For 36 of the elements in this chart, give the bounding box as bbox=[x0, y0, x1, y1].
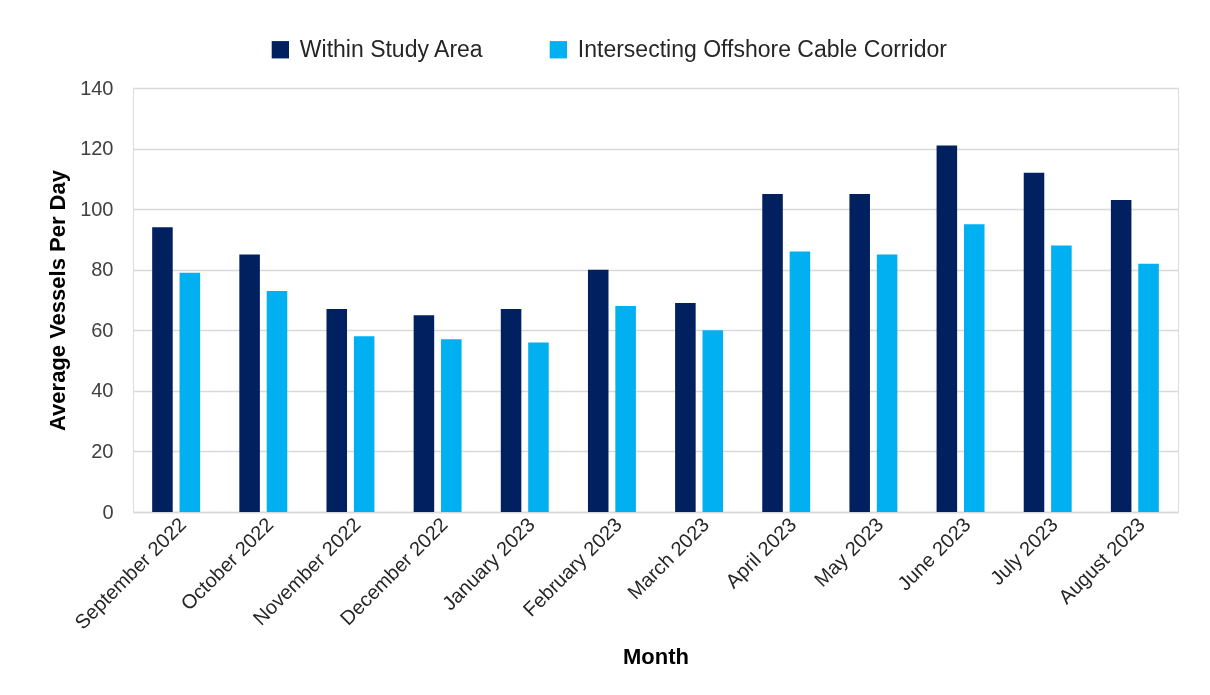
y-tick-label: 120 bbox=[80, 137, 114, 160]
y-tick-label: 20 bbox=[91, 439, 114, 462]
x-axis-title: Month bbox=[623, 644, 689, 670]
bar bbox=[789, 251, 811, 512]
bar bbox=[936, 145, 958, 512]
y-tick-label: 100 bbox=[80, 197, 114, 220]
bar bbox=[413, 315, 435, 512]
bar bbox=[1138, 263, 1159, 512]
bar bbox=[876, 254, 898, 512]
bar bbox=[1051, 245, 1072, 512]
bar bbox=[179, 272, 201, 512]
bar bbox=[326, 309, 348, 512]
bar bbox=[615, 306, 636, 512]
bar bbox=[1023, 172, 1045, 512]
y-tick-label: 140 bbox=[80, 76, 114, 99]
bar bbox=[266, 290, 288, 512]
bar bbox=[152, 227, 173, 512]
bar bbox=[528, 342, 549, 512]
y-tick-label: 40 bbox=[91, 379, 114, 402]
bar bbox=[963, 224, 985, 512]
bar bbox=[239, 254, 260, 512]
bar bbox=[702, 330, 724, 512]
bar bbox=[849, 194, 870, 512]
legend-label: Within Study Area bbox=[299, 35, 483, 62]
y-tick-label: 60 bbox=[91, 318, 114, 341]
bar bbox=[441, 339, 462, 512]
y-tick-label: 80 bbox=[91, 258, 114, 281]
bar bbox=[353, 336, 375, 512]
y-tick-label: 0 bbox=[102, 500, 114, 523]
bar bbox=[675, 303, 696, 512]
bar bbox=[587, 269, 609, 512]
bar bbox=[762, 194, 783, 512]
legend-label: Intersecting Offshore Cable Corridor bbox=[577, 35, 948, 62]
y-axis-title: Average Vessels Per Day bbox=[45, 169, 71, 431]
bar bbox=[1110, 200, 1132, 512]
bar bbox=[500, 309, 522, 512]
